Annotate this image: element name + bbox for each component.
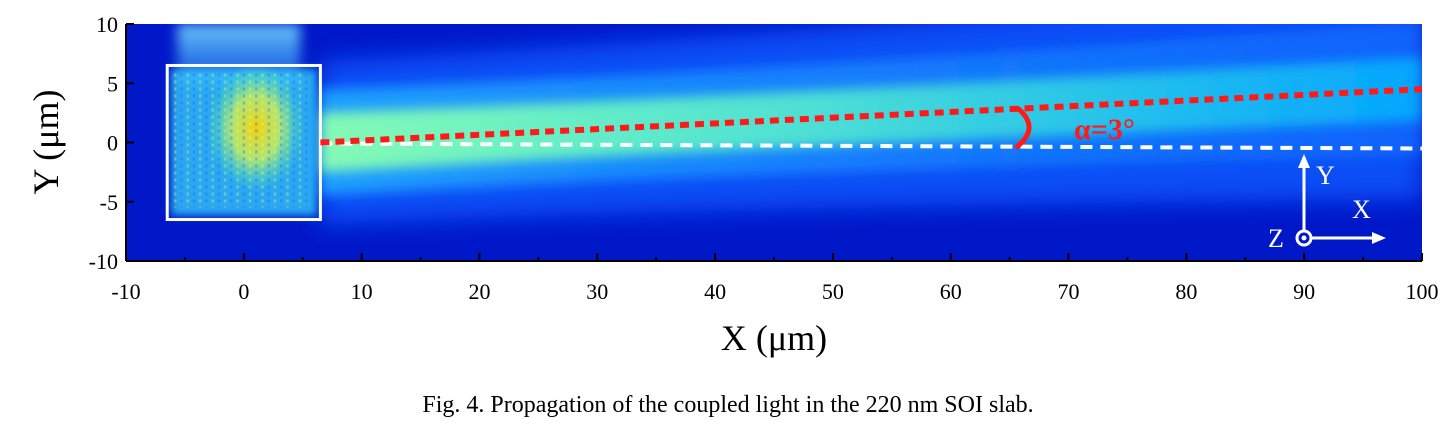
- y-tick-label: -5: [100, 190, 118, 215]
- z-dot: [1301, 235, 1307, 241]
- x-arrow-head: [1372, 232, 1386, 244]
- x-tick-label: 70: [1058, 279, 1080, 304]
- y-arrow-head: [1298, 154, 1310, 168]
- x-tick-label: 20: [468, 279, 490, 304]
- axes-indicator: Y X Z: [1268, 154, 1386, 253]
- y-tick-label: 0: [107, 131, 118, 156]
- heatmap: [126, 24, 1422, 261]
- x-tick-label: 80: [1175, 279, 1197, 304]
- x-tick-label: 40: [704, 279, 726, 304]
- x-tick-label: -10: [111, 279, 140, 304]
- reference-line: [320, 141, 1423, 151]
- y-axis-title: Y (μm): [26, 90, 66, 195]
- z-circle: [1295, 229, 1313, 247]
- x-tick-label: 10: [351, 279, 373, 304]
- tilted-line: [320, 86, 1423, 146]
- x-tick-label: 50: [822, 279, 844, 304]
- z-axis-indicator-label: Z: [1268, 224, 1284, 253]
- overlays: α=3°: [165, 63, 1423, 222]
- heatmap-beam-core: [320, 57, 1422, 173]
- angle-label: α=3°: [1074, 113, 1135, 146]
- x-axis-indicator-label: X: [1352, 195, 1371, 224]
- y-tick-label: -10: [89, 249, 118, 274]
- heatmap-source-stripes: [173, 73, 308, 208]
- x-tick-label: 100: [1406, 279, 1439, 304]
- heatmap-source-hotspot: [206, 62, 305, 193]
- x-tick-label: 0: [238, 279, 249, 304]
- x-tick-label: 30: [586, 279, 608, 304]
- x-tick-label: 60: [940, 279, 962, 304]
- figure-caption: Fig. 4. Propagation of the coupled light…: [422, 392, 1034, 418]
- y-tick-label: 10: [96, 12, 118, 37]
- y-tick-label: 5: [107, 71, 118, 96]
- x-axis-title: X (μm): [721, 318, 827, 358]
- y-axis-indicator-label: Y: [1316, 161, 1335, 190]
- angle-arc: [1013, 106, 1032, 150]
- x-tick-label: 90: [1293, 279, 1315, 304]
